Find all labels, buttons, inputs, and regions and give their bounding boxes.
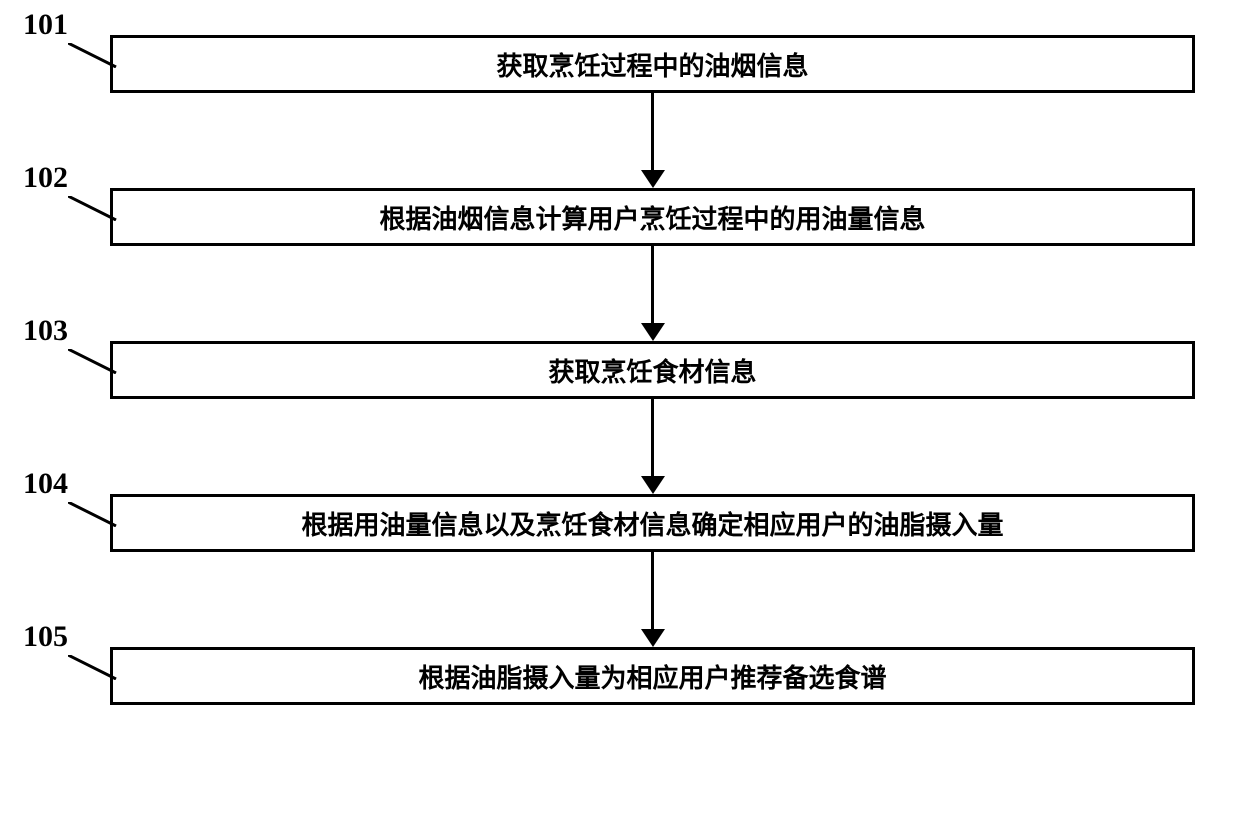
- step-text: 获取烹饪过程中的油烟信息: [496, 46, 808, 83]
- arrow-line: [651, 552, 654, 632]
- step-label: 103: [23, 314, 68, 348]
- label-connector-line: [68, 196, 118, 221]
- step-text: 根据用油量信息以及烹饪食材信息确定相应用户的油脂摄入量: [301, 505, 1003, 542]
- arrow-head-icon: [641, 629, 665, 647]
- step-text: 根据油烟信息计算用户烹饪过程中的用油量信息: [379, 199, 925, 236]
- arrow-connector: [110, 93, 1195, 188]
- step-box-102: 102 根据油烟信息计算用户烹饪过程中的用油量信息: [110, 188, 1195, 246]
- step-label: 104: [23, 467, 68, 501]
- arrow-line: [651, 399, 654, 479]
- arrow-head-icon: [641, 170, 665, 188]
- label-connector-line: [68, 655, 118, 680]
- step-box-105: 105 根据油脂摄入量为相应用户推荐备选食谱: [110, 647, 1195, 705]
- step-text: 根据油脂摄入量为相应用户推荐备选食谱: [418, 658, 886, 695]
- step-label: 101: [23, 8, 68, 42]
- label-connector-line: [68, 502, 118, 527]
- arrow-connector: [110, 552, 1195, 647]
- arrow-connector: [110, 246, 1195, 341]
- arrow-connector: [110, 399, 1195, 494]
- step-label: 102: [23, 161, 68, 195]
- label-connector-line: [68, 349, 118, 374]
- arrow-head-icon: [641, 323, 665, 341]
- label-connector-line: [68, 43, 118, 68]
- flowchart-container: 101 获取烹饪过程中的油烟信息 102 根据油烟信息计算用户烹饪过程中的用油量…: [110, 35, 1195, 705]
- step-label: 105: [23, 620, 68, 654]
- step-box-104: 104 根据用油量信息以及烹饪食材信息确定相应用户的油脂摄入量: [110, 494, 1195, 552]
- arrow-line: [651, 93, 654, 173]
- arrow-line: [651, 246, 654, 326]
- arrow-head-icon: [641, 476, 665, 494]
- step-box-101: 101 获取烹饪过程中的油烟信息: [110, 35, 1195, 93]
- step-text: 获取烹饪食材信息: [548, 352, 756, 389]
- step-box-103: 103 获取烹饪食材信息: [110, 341, 1195, 399]
